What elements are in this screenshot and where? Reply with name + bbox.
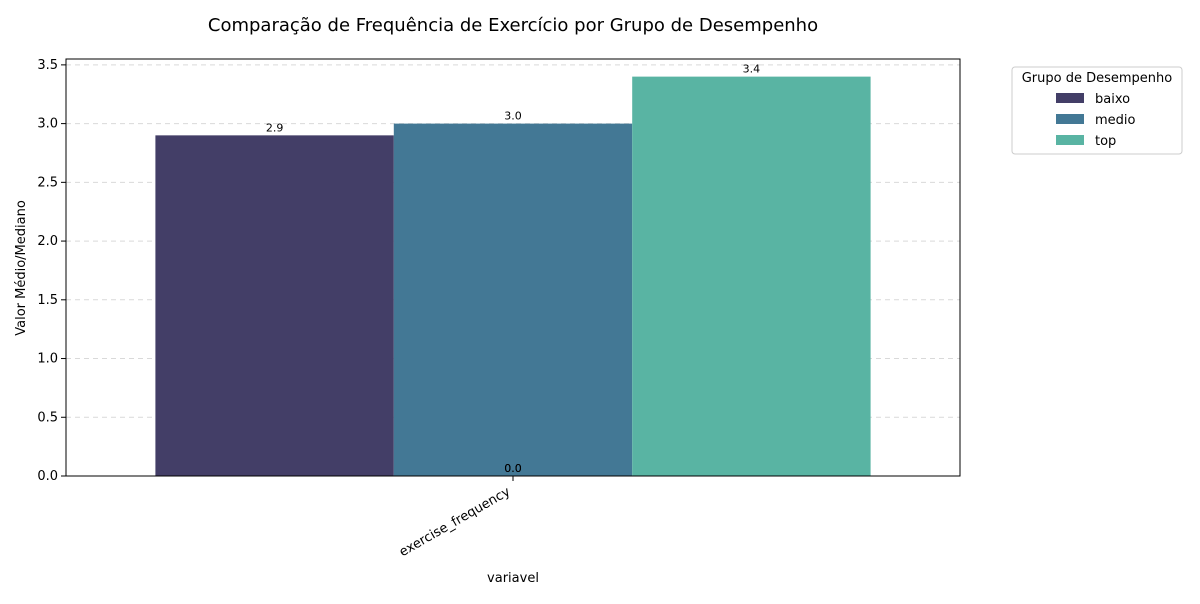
zero-value-label: 0.0 [504, 462, 522, 475]
legend-items: baixo medio top [1056, 92, 1136, 149]
y-tick-label: 2.5 [37, 175, 58, 190]
zero-value-label: 0.0 [504, 462, 522, 475]
legend: Grupo de Desempenho baixo medio top [1011, 66, 1183, 155]
x-axis: exercise_frequency [397, 476, 514, 560]
legend-swatch-medio [1056, 114, 1084, 124]
x-axis-label: variavel [487, 571, 539, 586]
bar-value-label: 2.9 [266, 121, 284, 134]
legend-label-baixo: baixo [1095, 92, 1130, 107]
y-axis-label: Valor Médio/Mediano [14, 200, 29, 336]
legend-swatch-baixo [1056, 93, 1084, 103]
y-tick-label: 0.0 [37, 469, 58, 484]
bar-medio [393, 123, 633, 476]
y-axis: 0.0 0.5 1.0 1.5 2.0 2.5 3.0 3.5 [37, 58, 66, 484]
bars-group [155, 76, 871, 476]
legend-title: Grupo de Desempenho [1022, 71, 1173, 86]
bar-top [632, 76, 871, 476]
legend-frame [1011, 66, 1183, 155]
y-tick-label: 0.5 [37, 410, 58, 425]
bar-baixo [155, 135, 394, 476]
bar-labels-group: 2.93.03.40.00.0 [266, 63, 760, 475]
y-tick-label: 3.5 [37, 58, 58, 73]
y-tick-label: 1.0 [37, 352, 58, 367]
y-tick-label: 1.5 [37, 293, 58, 308]
bar-value-label: 3.4 [743, 63, 761, 76]
chart-title: Comparação de Frequência de Exercício po… [208, 15, 818, 36]
x-tick-label: exercise_frequency [397, 484, 513, 560]
y-tick-label: 3.0 [37, 117, 58, 132]
y-tick-label: 2.0 [37, 234, 58, 249]
legend-swatch-top [1056, 135, 1084, 145]
bar-value-label: 3.0 [504, 110, 522, 123]
legend-label-top: top [1095, 134, 1116, 149]
legend-label-medio: medio [1095, 113, 1136, 128]
